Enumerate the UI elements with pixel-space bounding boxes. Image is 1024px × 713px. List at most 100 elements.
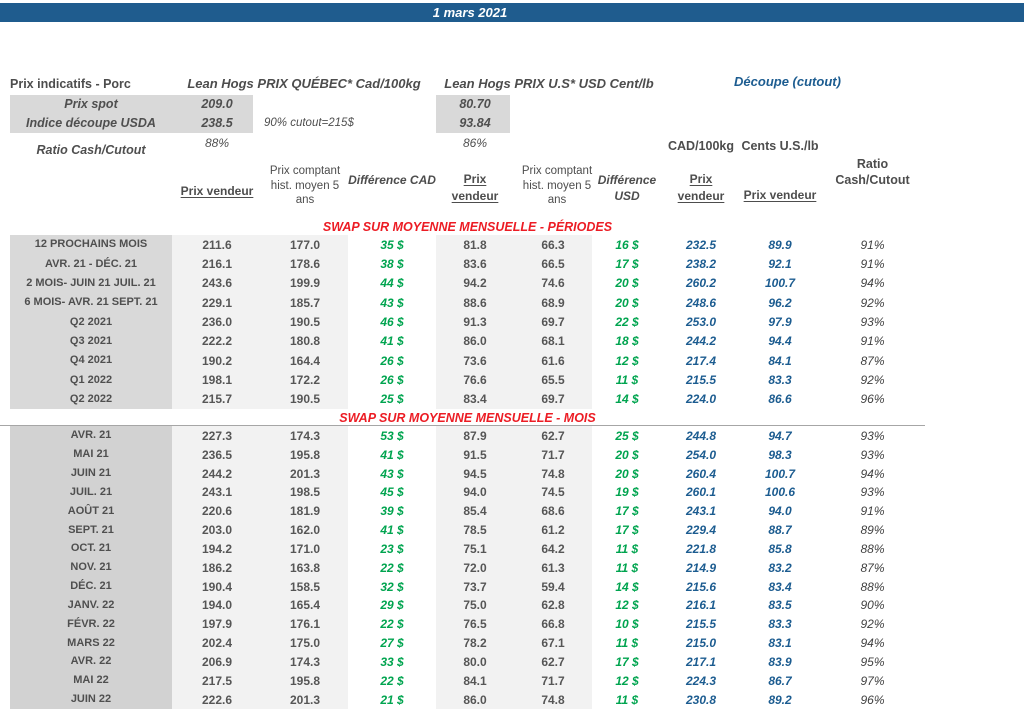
ratio-cash-cutout-value: 87% (860, 560, 885, 575)
usd-prix-comptant-value: 68.9 (514, 293, 592, 313)
swap-us-prix-vendeur-value: 94.7 (768, 428, 792, 443)
difference-usd-value: 11 $ (615, 636, 639, 651)
usda-cutout-index-usd: 93.84 (459, 116, 491, 130)
table-row: MAI 21 236.5 195.8 41 $ 91.5 71.7 20 $ 254.0 98.… (10, 445, 925, 465)
us-unit-header: Cents U.S./lb (741, 139, 819, 153)
cad-prix-vendeur-value: 243.6 (172, 273, 262, 294)
swap-cad-prix-vendeur-value: 243.1 (685, 504, 717, 519)
usd-prix-comptant-value: 66.3 (514, 235, 592, 255)
difference-cad-value: 22 $ (380, 560, 404, 575)
usd-prix-comptant-value: 71.7 (514, 445, 592, 465)
difference-cad-value: 22 $ (380, 673, 404, 688)
difference-usd-value: 18 $ (615, 334, 639, 349)
usd-prix-vendeur-value: 85.4 (436, 501, 514, 521)
difference-usd-value: 12 $ (615, 353, 639, 368)
cad-prix-vendeur-value: 215.7 (172, 389, 262, 410)
cad-prix-comptant-value: 162.0 (262, 520, 348, 540)
row-label: Q3 2021 (10, 331, 172, 352)
usd-prix-comptant-value: 62.7 (514, 652, 592, 672)
difference-usd-value: 14 $ (615, 392, 639, 407)
swap-cad-prix-vendeur-value: 254.0 (685, 447, 717, 462)
difference-cad-value: 39 $ (380, 504, 404, 519)
swap-us-prix-vendeur-value: 88.7 (768, 523, 792, 538)
row-label: AVR. 21 - DÉC. 21 (10, 254, 172, 274)
difference-usd-value: 11 $ (615, 692, 639, 707)
ratio-cash-cutout-cad: 88% (204, 136, 230, 150)
ratio-cash-cutout-value: 94% (860, 276, 885, 291)
row-label: Q4 2021 (10, 351, 172, 371)
ratio-cash-cutout-value: 91% (860, 257, 885, 272)
ratio-cash-cutout-value: 91% (860, 504, 885, 519)
cad-prix-comptant-value: 190.5 (262, 312, 348, 332)
ratio-cash-cutout-value: 97% (860, 673, 885, 688)
ratio-cash-cutout-value: 90% (860, 598, 885, 613)
cad-prix-vendeur-value: 198.1 (172, 370, 262, 390)
ratio-cash-cutout-value: 93% (860, 428, 885, 443)
usd-prix-vendeur-value: 94.5 (436, 464, 514, 483)
swap-us-prix-vendeur-value: 97.9 (768, 315, 792, 330)
difference-cad-value: 21 $ (380, 692, 404, 707)
difference-cad-value: 44 $ (380, 276, 404, 291)
cad-prix-comptant-value: 163.8 (262, 558, 348, 578)
difference-usd-value: 22 $ (615, 315, 639, 330)
swap-cad-prix-vendeur-value: 224.0 (685, 392, 717, 407)
cad-prix-comptant-value: 171.0 (262, 539, 348, 559)
usd-prix-vendeur-value: 76.5 (436, 614, 514, 634)
cad-prix-comptant-value: 190.5 (262, 389, 348, 410)
cad-unit-header: CAD/100kg (668, 139, 734, 153)
swap-cad-prix-vendeur-value: 217.1 (685, 654, 717, 669)
swap-us-prix-vendeur-value: 100.6 (764, 485, 796, 500)
ratio-cash-cutout-value: 91% (860, 237, 885, 252)
cad-prix-vendeur-value: 229.1 (172, 293, 262, 313)
cad-prix-vendeur-value: 236.5 (172, 445, 262, 465)
table-row: NOV. 21 186.2 163.8 22 $ 72.0 61.3 11 $ 214.9 83… (10, 558, 925, 578)
row-label: 2 MOIS- JUIN 21 JUIL. 21 (10, 273, 172, 294)
ratio-cash-cutout-value: 96% (860, 692, 885, 707)
usd-prix-comptant-value: 74.5 (514, 482, 592, 502)
cad-prix-comptant-value: 178.6 (262, 254, 348, 274)
cad-prix-vendeur-value: 244.2 (172, 464, 262, 483)
usd-prix-vendeur-value: 78.2 (436, 633, 514, 653)
cad-prix-vendeur-value: 186.2 (172, 558, 262, 578)
difference-usd-value: 11 $ (615, 373, 639, 388)
row-label: NOV. 21 (10, 558, 172, 578)
difference-usd-value: 20 $ (615, 295, 639, 310)
usd-prix-comptant-value: 71.7 (514, 671, 592, 691)
row-label: Q2 2021 (10, 312, 172, 332)
usd-prix-comptant-value: 69.7 (514, 312, 592, 332)
cad-prix-comptant-value: 175.0 (262, 633, 348, 653)
swap-us-prix-vendeur-value: 83.5 (768, 598, 792, 613)
cad-prix-comptant-value: 195.8 (262, 445, 348, 465)
usd-prix-vendeur-value: 91.3 (436, 312, 514, 332)
usd-prix-vendeur-value: 86.0 (436, 331, 514, 352)
cutout-section-title: Découpe (cutout) (734, 74, 841, 89)
cad-prix-comptant-value: 198.5 (262, 482, 348, 502)
swap-cad-prix-vendeur-header: Prix vendeur (677, 172, 725, 203)
cad-prix-comptant-header: Prix comptant hist. moyen 5 ans (269, 165, 341, 206)
row-label: 6 MOIS- AVR. 21 SEPT. 21 (10, 293, 172, 313)
difference-cad-value: 38 $ (380, 257, 404, 272)
swap-us-prix-vendeur-value: 84.1 (768, 353, 792, 368)
usd-prix-comptant-value: 68.6 (514, 501, 592, 521)
usd-prix-vendeur-value: 83.4 (436, 389, 514, 410)
spot-price-cad: 209.0 (201, 97, 233, 111)
usd-prix-comptant-value: 62.8 (514, 595, 592, 615)
section-title: SWAP SUR MOYENNE MENSUELLE - PÉRIODES (322, 220, 613, 234)
usd-prix-comptant-value: 67.1 (514, 633, 592, 653)
usd-prix-vendeur-value: 75.0 (436, 595, 514, 615)
difference-usd-value: 20 $ (615, 466, 639, 481)
difference-usd-value: 17 $ (615, 523, 639, 538)
cutout-note: 90% cutout=215$ (264, 117, 354, 129)
table-row: 2 MOIS- JUIN 21 JUIL. 21 243.6 199.9 44 $ 94… (10, 273, 925, 294)
table-row: Q2 2021 236.0 190.5 46 $ 91.3 69.7 22 $ 253.0 97… (10, 312, 925, 332)
swap-us-prix-vendeur-value: 89.9 (768, 237, 792, 252)
table-row: DÉC. 21 190.4 158.5 32 $ 73.7 59.4 14 $ 215.6 83… (10, 577, 925, 596)
table-row: Q1 2022 198.1 172.2 26 $ 76.6 65.5 11 $ 215.5 83… (10, 370, 925, 390)
difference-usd-value: 10 $ (615, 617, 639, 632)
table-row: OCT. 21 194.2 171.0 23 $ 75.1 64.2 11 $ 221.8 85… (10, 539, 925, 559)
table-row: JUIL. 21 243.1 198.5 45 $ 94.0 74.5 19 $ 260.1 1… (10, 482, 925, 502)
difference-cad-value: 32 $ (380, 579, 404, 594)
difference-cad-value: 41 $ (380, 334, 404, 349)
swap-table: SWAP SUR MOYENNE MENSUELLE - PÉRIODES 12 … (0, 219, 925, 710)
cad-prix-vendeur-header: Prix vendeur (180, 184, 254, 198)
